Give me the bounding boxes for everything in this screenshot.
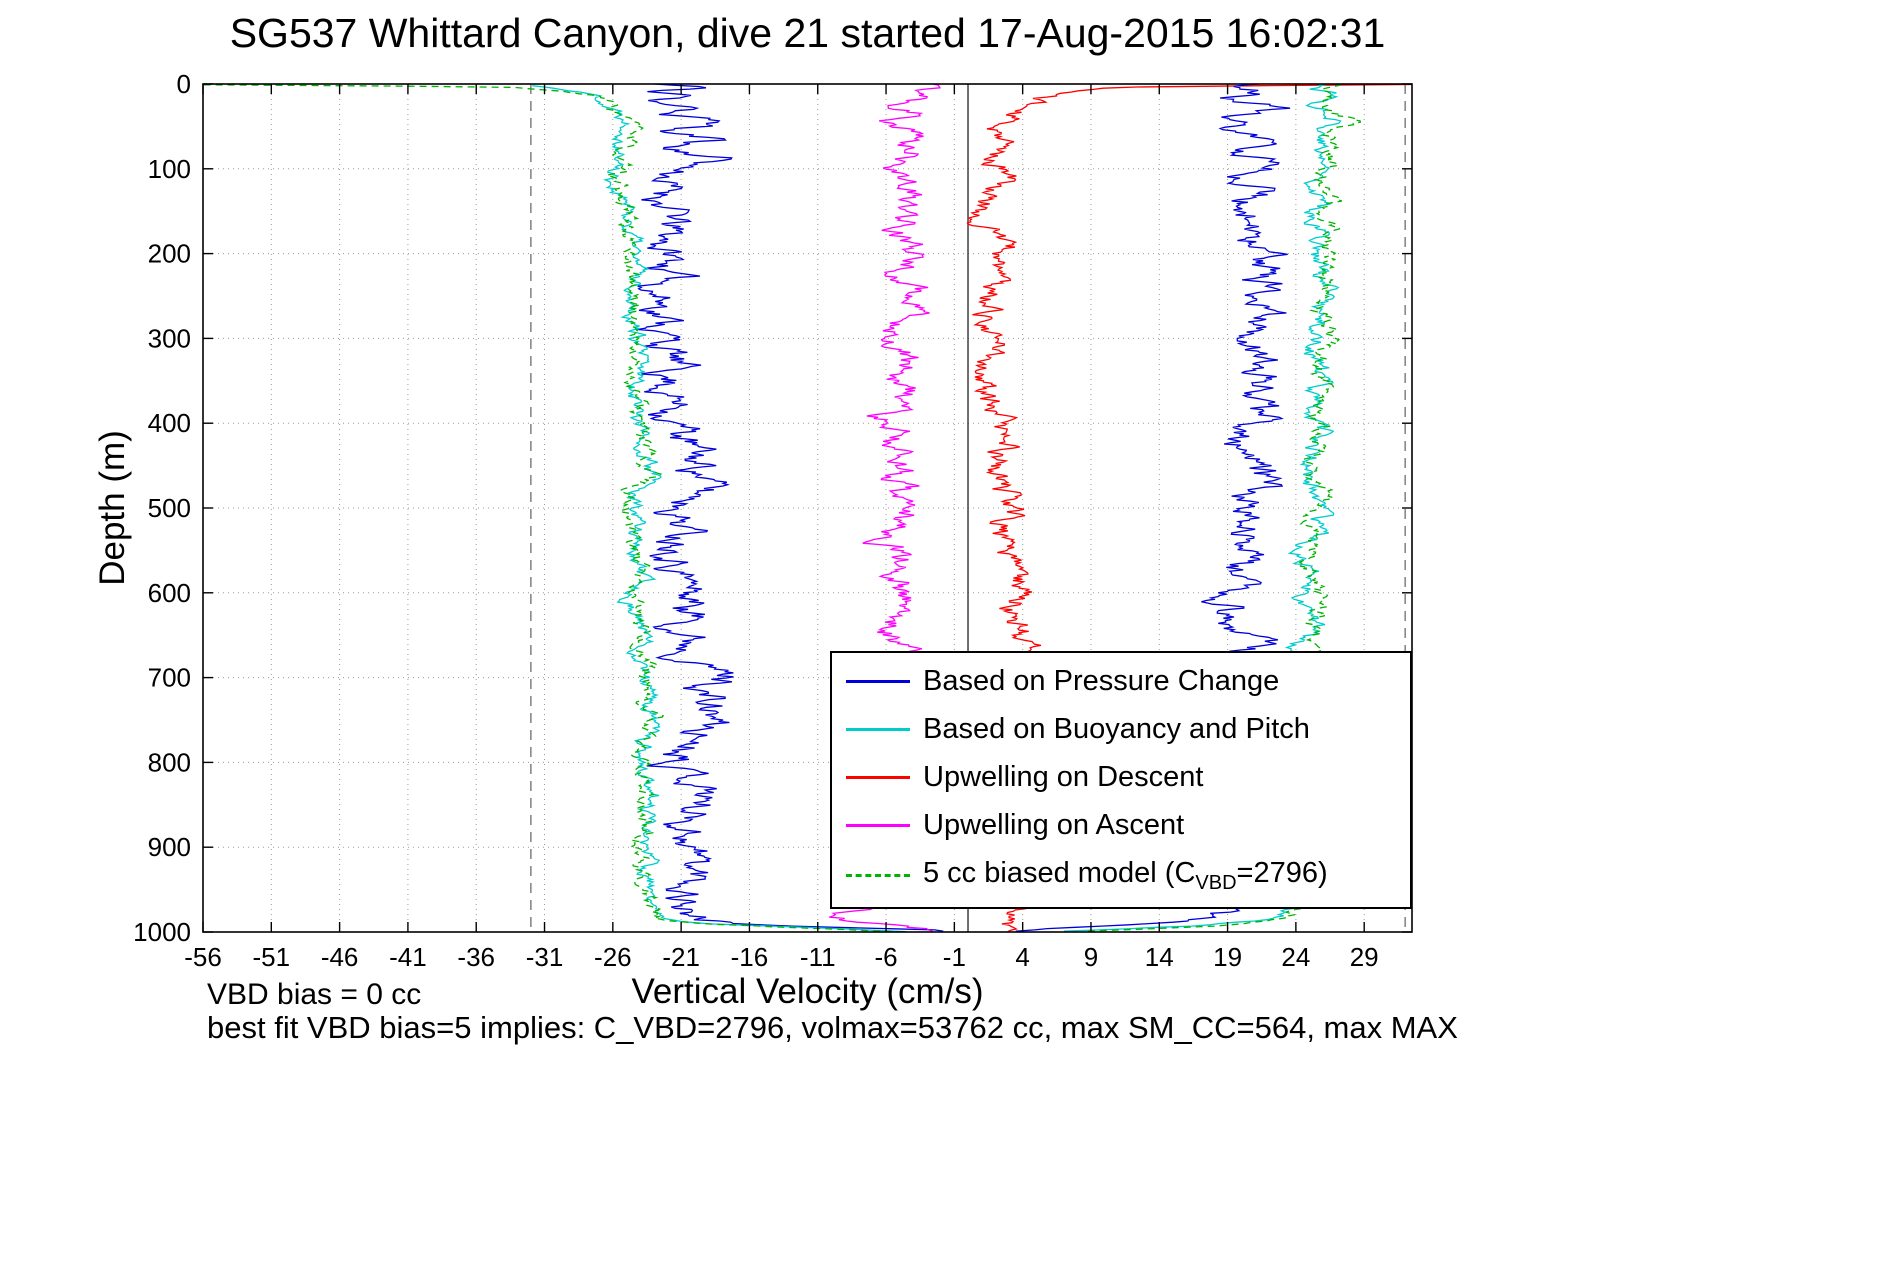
y-tick-label: 1000 (133, 917, 191, 947)
legend-label: Upwelling on Descent (923, 761, 1204, 794)
legend-line-sample (846, 823, 910, 827)
legend-label: 5 cc biased model (CVBD=2796) (923, 856, 1328, 894)
y-tick-label: 200 (148, 239, 191, 269)
legend-entry: Upwelling on Descent (832, 761, 1410, 794)
y-tick-label: 800 (148, 747, 191, 777)
x-tick-label: -21 (662, 942, 700, 972)
y-tick-label: 100 (148, 154, 191, 184)
x-tick-label: 9 (1084, 942, 1098, 972)
x-tick-label: -1 (943, 942, 966, 972)
x-tick-label: -41 (389, 942, 427, 972)
legend-line-sample (846, 776, 910, 780)
x-tick-label: -31 (526, 942, 564, 972)
x-tick-label: 29 (1350, 942, 1379, 972)
x-tick-label: -36 (457, 942, 495, 972)
x-tick-label: 24 (1281, 942, 1310, 972)
x-tick-label: -26 (594, 942, 632, 972)
x-tick-label: -6 (874, 942, 897, 972)
y-tick-label: 400 (148, 408, 191, 438)
series-pressure-descent (637, 84, 944, 932)
legend-line-sample (846, 680, 910, 684)
x-tick-label: 4 (1015, 942, 1029, 972)
x-tick-label: -16 (731, 942, 769, 972)
legend-entry: 5 cc biased model (CVBD=2796) (832, 857, 1410, 895)
legend-line-sample (846, 874, 910, 878)
legend-line-sample (846, 728, 910, 732)
legend-entry: Based on Pressure Change (832, 665, 1410, 698)
vbd-bias-note: VBD bias = 0 cc (207, 978, 422, 1011)
y-tick-label: 500 (148, 493, 191, 523)
x-tick-label: 14 (1145, 942, 1174, 972)
y-tick-label: 300 (148, 323, 191, 353)
legend-entry: Based on Buoyancy and Pitch (832, 713, 1410, 746)
x-tick-label: -46 (321, 942, 359, 972)
best-fit-note: best fit VBD bias=5 implies: C_VBD=2796,… (207, 1010, 1458, 1045)
legend: Based on Pressure Change Based on Buoyanc… (830, 651, 1412, 909)
x-tick-label: -51 (253, 942, 291, 972)
series-buoyancy-descent (532, 85, 907, 932)
x-tick-label: -11 (800, 942, 836, 972)
legend-label: Upwelling on Ascent (923, 808, 1185, 841)
x-axis-label: Vertical Velocity (cm/s) (631, 972, 984, 1011)
x-tick-label: -56 (184, 942, 222, 972)
legend-entry: Upwelling on Ascent (832, 809, 1410, 842)
legend-label: Based on Buoyancy and Pitch (923, 713, 1310, 746)
y-tick-label: 700 (148, 663, 191, 693)
y-tick-label: 0 (177, 69, 191, 99)
y-tick-label: 600 (148, 578, 191, 608)
legend-label: Based on Pressure Change (923, 665, 1280, 698)
y-tick-label: 900 (148, 832, 191, 862)
x-tick-label: 19 (1213, 942, 1242, 972)
chart-title: SG537 Whittard Canyon, dive 21 started 1… (229, 10, 1386, 56)
